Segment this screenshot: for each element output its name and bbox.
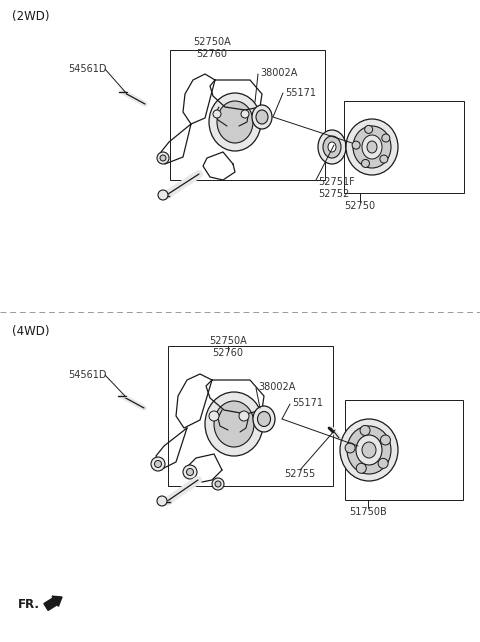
Ellipse shape [209,93,261,151]
Circle shape [160,155,166,161]
Text: 52750: 52750 [345,201,375,211]
Text: 52751F: 52751F [318,177,355,187]
Circle shape [241,110,249,118]
Ellipse shape [323,136,341,158]
Text: 51750B: 51750B [349,507,387,517]
Circle shape [239,411,249,421]
Ellipse shape [214,401,254,447]
Ellipse shape [340,419,398,481]
Circle shape [381,435,390,445]
Text: 52755: 52755 [284,469,316,479]
Text: 54561D: 54561D [68,370,107,380]
Ellipse shape [256,110,268,124]
Circle shape [212,478,224,490]
Ellipse shape [362,442,376,458]
Ellipse shape [367,141,377,153]
Circle shape [157,152,169,164]
Text: 54561D: 54561D [68,64,107,74]
Circle shape [356,464,366,473]
Ellipse shape [346,119,398,175]
Text: 55171: 55171 [285,88,316,98]
Circle shape [151,457,165,471]
Ellipse shape [318,130,346,164]
Text: (2WD): (2WD) [12,10,49,23]
Ellipse shape [356,435,382,465]
Ellipse shape [347,426,391,474]
Bar [344,101,464,193]
Bar [345,400,463,500]
Circle shape [360,426,370,435]
Circle shape [213,110,221,118]
Circle shape [382,134,390,142]
Text: 52752: 52752 [318,189,349,199]
Ellipse shape [252,105,272,129]
Circle shape [352,141,360,149]
Text: (4WD): (4WD) [12,325,49,338]
Ellipse shape [205,392,263,456]
Circle shape [365,125,372,134]
Circle shape [361,159,370,168]
Text: 38002A: 38002A [258,382,295,392]
Circle shape [209,411,219,421]
Circle shape [215,481,221,487]
Circle shape [155,460,161,467]
Text: 52750A: 52750A [193,37,231,47]
Circle shape [183,465,197,479]
Circle shape [158,190,168,200]
Circle shape [187,469,193,476]
Ellipse shape [328,142,336,152]
Text: 52760: 52760 [213,348,243,358]
Ellipse shape [253,406,275,432]
Ellipse shape [362,135,382,159]
Circle shape [378,458,388,469]
Bar [168,346,333,486]
Ellipse shape [353,126,391,168]
Text: 52760: 52760 [196,49,228,59]
FancyArrow shape [44,596,62,611]
Text: 52750A: 52750A [209,336,247,346]
Circle shape [380,155,388,163]
Ellipse shape [217,101,253,143]
Circle shape [345,443,355,453]
Text: 55171: 55171 [292,398,323,408]
Ellipse shape [257,412,271,426]
Bar [170,50,325,180]
Circle shape [157,496,167,506]
Text: 38002A: 38002A [260,68,298,78]
Text: FR.: FR. [18,598,40,611]
